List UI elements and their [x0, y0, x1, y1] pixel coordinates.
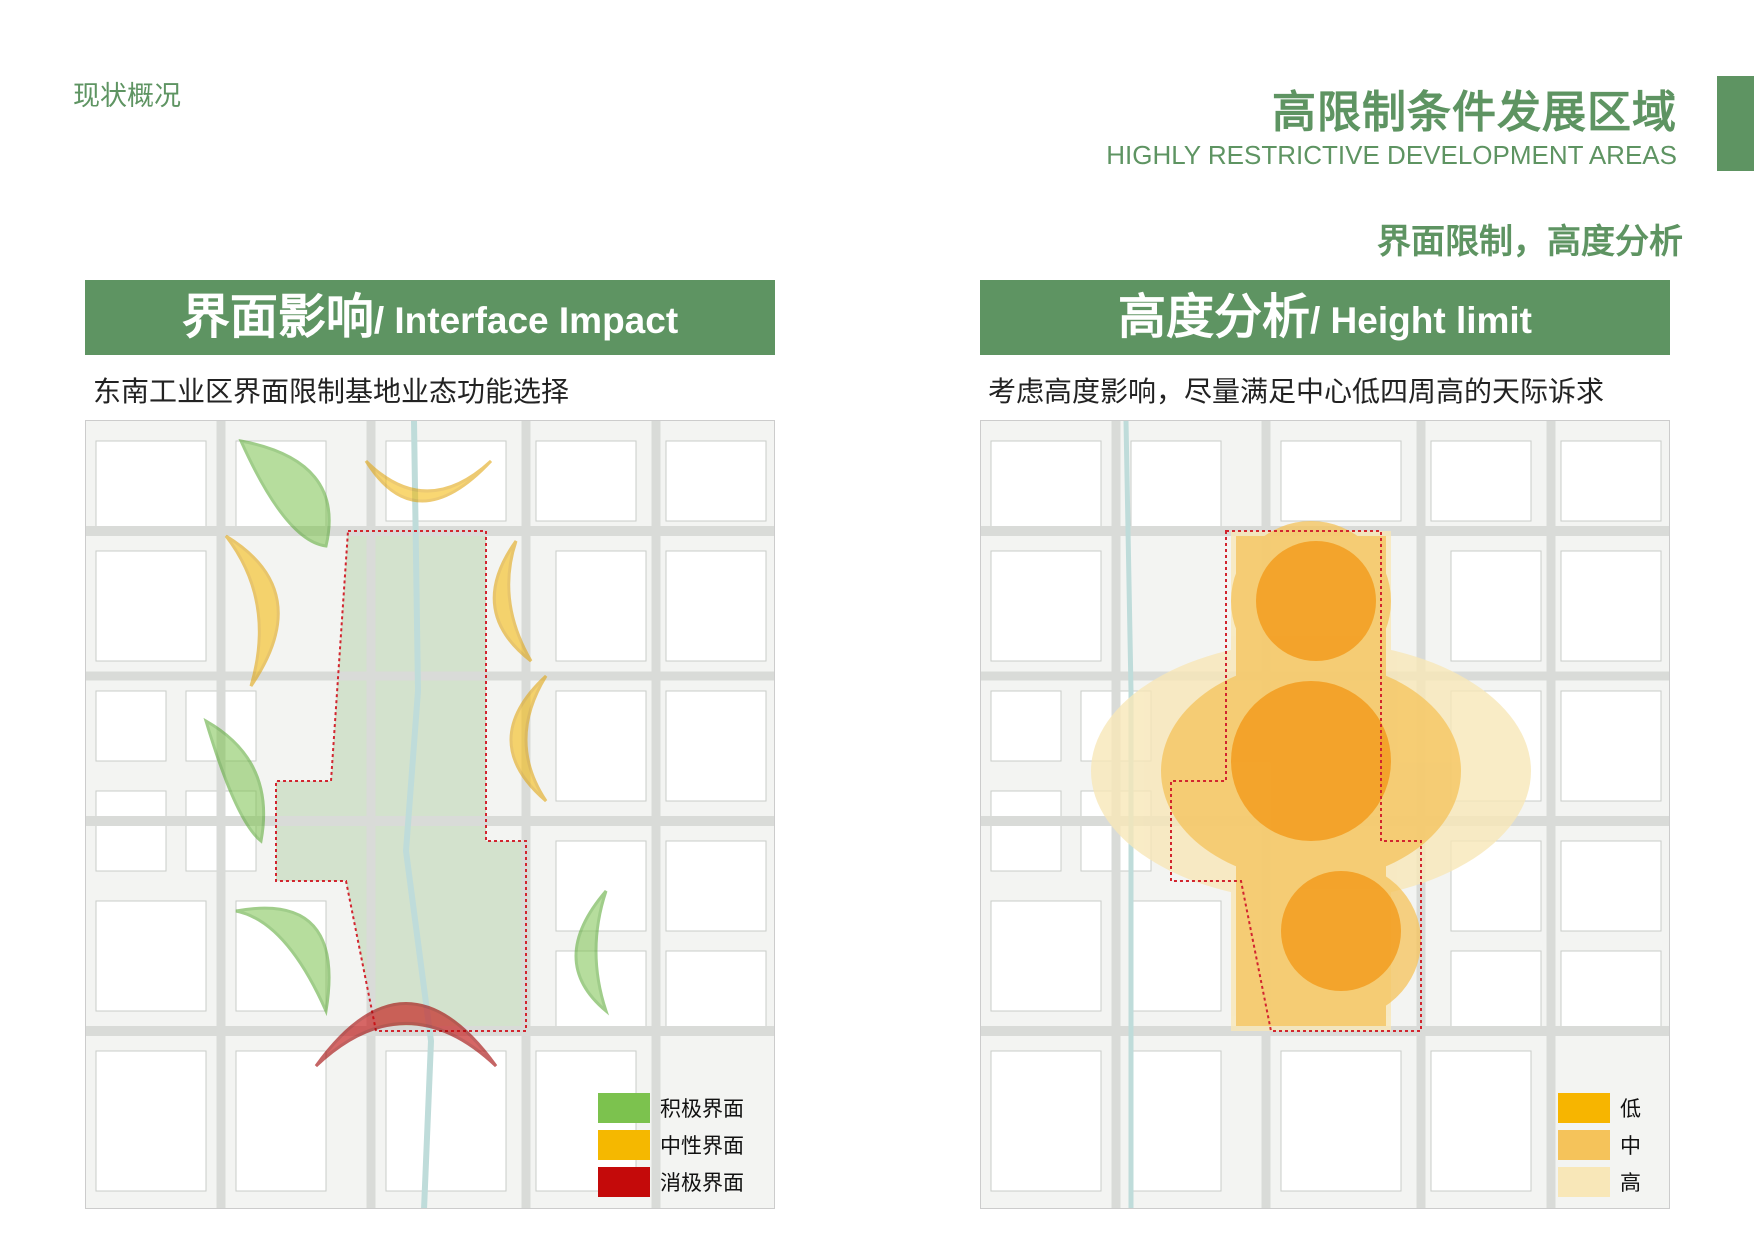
interface-map-svg — [86, 421, 774, 1208]
legend-swatch — [1558, 1092, 1610, 1123]
legend-swatch — [598, 1166, 650, 1197]
legend-swatch — [1558, 1129, 1610, 1160]
legend-label: 中 — [1620, 1133, 1641, 1158]
legend-item-negative: 消极界面 — [598, 1163, 744, 1200]
interface-map: 积极界面 中性界面 消极界面 — [85, 420, 775, 1209]
page-subtitle: HIGHLY RESTRICTIVE DEVELOPMENT AREAS — [1106, 140, 1677, 170]
legend-item-low: 低 — [1558, 1089, 1641, 1126]
banner-title-en: / Interface Impact — [373, 300, 679, 341]
legend-swatch — [598, 1129, 650, 1160]
legend-label: 高 — [1620, 1170, 1641, 1195]
analysis-heading: 界面限制，高度分析 — [1377, 222, 1683, 262]
interface-impact-banner: 界面影响/ Interface Impact — [85, 280, 775, 355]
height-legend: 低 中 高 — [1558, 1089, 1641, 1200]
legend-item-positive: 积极界面 — [598, 1089, 744, 1126]
legend-item-high: 高 — [1558, 1163, 1641, 1200]
banner-title-zh: 界面影响 — [181, 289, 374, 345]
legend-label: 积极界面 — [660, 1096, 744, 1121]
legend-swatch — [598, 1092, 650, 1123]
legend-label: 消极界面 — [660, 1170, 744, 1195]
banner-title-en: / Height limit — [1310, 300, 1532, 341]
height-limit-banner: 高度分析/ Height limit — [980, 280, 1670, 355]
legend-swatch — [1558, 1166, 1610, 1197]
legend-item-neutral: 中性界面 — [598, 1126, 744, 1163]
legend-item-mid: 中 — [1558, 1126, 1641, 1163]
interface-impact-panel: 界面影响/ Interface Impact 东南工业区界面限制基地业态功能选择 — [85, 280, 775, 1209]
height-caption: 考虑高度影响，尽量满足中心低四周高的天际诉求 — [988, 375, 1605, 408]
banner-title-zh: 高度分析 — [1117, 289, 1310, 345]
height-limit-panel: 高度分析/ Height limit 考虑高度影响，尽量满足中心低四周高的天际诉… — [980, 280, 1670, 1209]
legend-label: 低 — [1620, 1096, 1641, 1121]
page-title: 高限制条件发展区域 — [1272, 87, 1677, 138]
interface-caption: 东南工业区界面限制基地业态功能选择 — [93, 375, 570, 408]
section-tag: 现状概况 — [73, 81, 181, 112]
accent-bar — [1717, 76, 1754, 171]
legend-label: 中性界面 — [660, 1133, 744, 1158]
height-map: 低 中 高 — [980, 420, 1670, 1209]
height-map-svg — [981, 421, 1669, 1208]
interface-legend: 积极界面 中性界面 消极界面 — [598, 1089, 744, 1200]
